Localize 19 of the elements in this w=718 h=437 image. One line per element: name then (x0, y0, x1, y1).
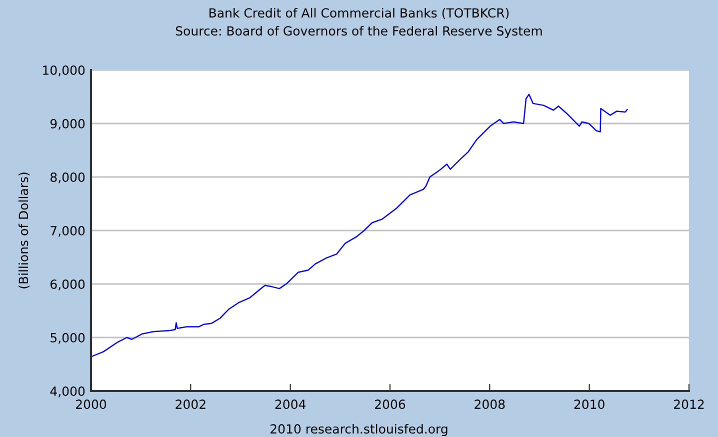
y-tick-label: 7,000 (50, 226, 85, 237)
line-series (91, 94, 628, 358)
x-tick-label: 2002 (176, 400, 206, 410)
chart-title: Bank Credit of All Commercial Banks (TOTBKCR) (210, 8, 509, 20)
chart-subtitle: Source: Board of Governors of the Federal Reserve System (176, 26, 542, 38)
y-tick-label: 10,000 (43, 65, 85, 76)
x-tick-label: 2000 (76, 400, 106, 410)
y-axis-title: (Billions of Dollars) (18, 172, 30, 288)
x-tick-label: 2010 (574, 400, 604, 410)
y-tick-label: 9,000 (50, 118, 85, 130)
y-tick-label: 4,000 (50, 386, 85, 398)
text: 2010 research.stlouisfed.org (270, 424, 448, 436)
x-tick-label: 2006 (375, 400, 406, 410)
x-tick-label: 2004 (275, 400, 306, 410)
x-tick-label: 2012 (674, 400, 704, 410)
x-tick-label: 2008 (474, 400, 505, 410)
y-tick-label: 6,000 (50, 279, 85, 290)
y-tick-label: 5,000 (50, 332, 85, 344)
y-tick-label: 8,000 (50, 172, 85, 184)
